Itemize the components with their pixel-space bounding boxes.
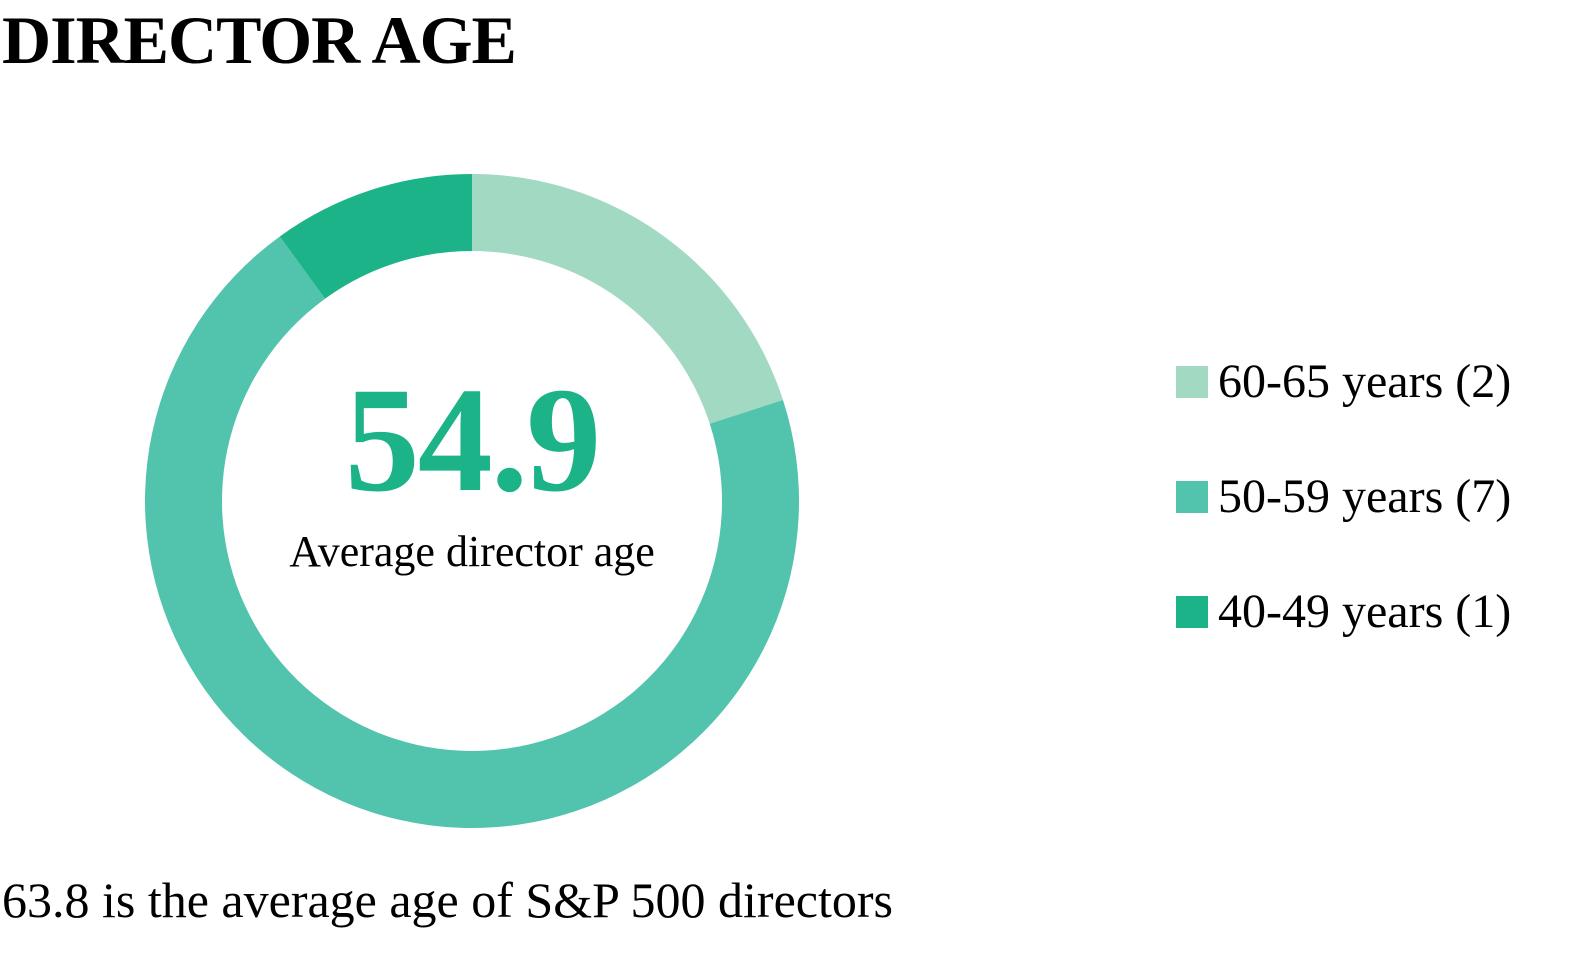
chart-title: DIRECTOR AGE [2, 2, 517, 78]
chart-legend: 60-65 years (2) 50-59 years (7) 40-49 year… [1176, 352, 1511, 697]
footnote-text: 63.8 is the average age of S&P 500 direc… [2, 872, 893, 928]
donut-slices [145, 174, 799, 829]
legend-item: 40-49 years (1) [1176, 582, 1511, 642]
legend-label: 60-65 years (2) [1218, 355, 1512, 408]
average-age-label: Average director age [289, 527, 655, 576]
donut-slice-40-49-years [279, 174, 472, 299]
legend-swatch [1176, 596, 1208, 628]
legend-swatch [1176, 366, 1208, 398]
donut-slice-60-65-years [472, 174, 783, 424]
legend-label: 40-49 years (1) [1218, 585, 1512, 638]
legend-swatch [1176, 481, 1208, 513]
legend-label: 50-59 years (7) [1218, 470, 1512, 523]
average-age-value: 54.9 [344, 357, 601, 523]
legend-item: 60-65 years (2) [1176, 352, 1511, 412]
legend-item: 50-59 years (7) [1176, 467, 1511, 527]
